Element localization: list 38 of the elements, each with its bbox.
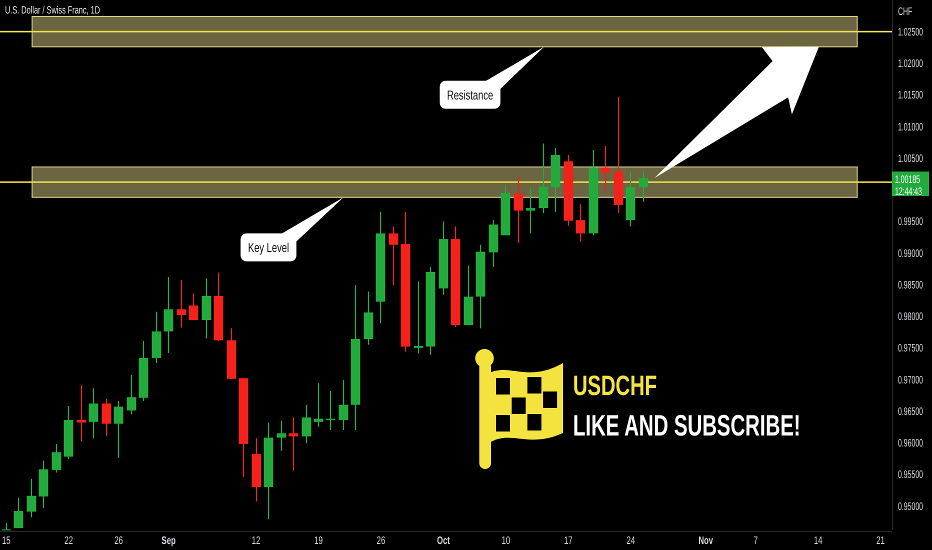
x-tick-label: 19 [314,534,323,548]
y-tick-label: 1.02500 [898,26,924,38]
y-tick-label: 0.97500 [898,342,924,354]
text: 12:44:43 [895,185,922,198]
y-tick-label: 0.95500 [898,468,924,481]
x-tick-label: 26 [376,534,386,548]
x-tick-label: Nov [698,534,714,548]
y-tick-label: 1.00500 [898,152,924,164]
x-tick-label: 14 [814,534,822,548]
y-tick-label: 0.96500 [898,405,924,418]
text: U.S. Dollar / Swiss Franc, 1D [5,4,100,16]
x-tick-label: Oct [436,534,450,548]
y-tick-label: 1.01000 [898,120,924,133]
y-tick-label: 0.98000 [898,310,924,322]
y-tick-label: 0.99000 [898,247,924,260]
y-tick-label: 1.01500 [898,89,924,102]
x-tick-label: 17 [564,534,573,548]
y-tick-label: 0.97000 [898,374,924,386]
annotation: Resistance [446,89,494,103]
x-tick-label: 12 [252,534,260,548]
y-axis-title: CHF [898,5,913,18]
annotation: LIKE AND SUBSCRIBE! [573,410,801,443]
text: 1.00185 [895,173,920,186]
x-tick-label: 15 [2,534,11,548]
x-tick-label: 7 [754,534,758,548]
x-tick-label: 22 [64,534,73,548]
y-tick-label: 0.95000 [898,500,924,512]
y-tick-label: 0.98500 [898,278,924,291]
y-tick-label: 0.96000 [898,437,924,449]
y-tick-label: 1.02000 [898,58,924,70]
x-tick-label: 26 [114,534,123,548]
x-tick-label: 21 [876,534,885,548]
annotation: Key Level [248,242,290,256]
y-tick-label: 0.99500 [898,216,924,228]
x-tick-label: 24 [626,534,636,548]
annotation: USDCHF [573,370,657,402]
x-tick-label: Sep [162,534,176,548]
x-tick-label: 10 [502,534,510,548]
